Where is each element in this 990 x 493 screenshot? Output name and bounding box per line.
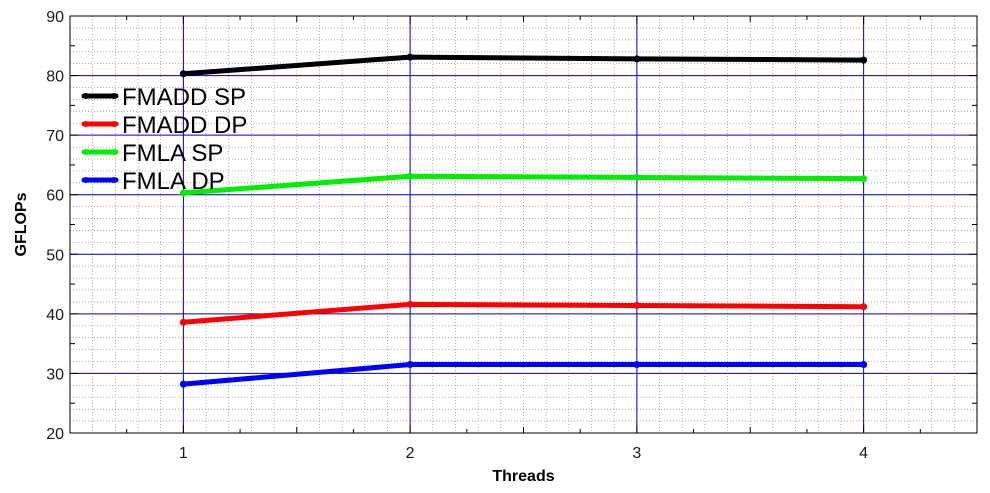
legend-marker — [83, 93, 89, 99]
data-point — [179, 189, 187, 197]
y-tick-label: 40 — [46, 307, 64, 324]
data-point — [633, 173, 641, 181]
data-point — [860, 360, 868, 368]
x-tick-label: 4 — [859, 445, 868, 462]
x-tick-label: 3 — [632, 445, 641, 462]
legend-marker — [83, 177, 89, 183]
series-line — [180, 54, 867, 77]
data-point — [179, 70, 187, 78]
legend-label: FMADD DP — [122, 112, 247, 139]
data-point — [179, 318, 187, 326]
y-tick-label: 90 — [46, 9, 64, 26]
tick-marks — [69, 15, 978, 434]
y-tick-label: 80 — [46, 69, 64, 86]
y-tick-label: 20 — [46, 426, 64, 443]
data-point — [633, 55, 641, 63]
data-point — [406, 172, 414, 180]
data-point — [633, 360, 641, 368]
y-tick-label: 60 — [46, 188, 64, 205]
data-point — [406, 53, 414, 61]
legend-marker — [111, 121, 117, 127]
y-axis-title: GFLOPs — [13, 192, 30, 256]
series-line — [180, 301, 867, 325]
data-point — [406, 360, 414, 368]
y-tick-label: 70 — [46, 128, 64, 145]
y-tick-label: 50 — [46, 247, 64, 264]
y-tick-label: 30 — [46, 366, 64, 383]
series-line — [180, 361, 867, 387]
legend-marker — [111, 93, 117, 99]
data-point — [860, 303, 868, 311]
legend-label: FMLA DP — [122, 168, 225, 195]
data-point — [633, 302, 641, 310]
grid — [69, 15, 978, 434]
legend-marker — [111, 149, 117, 155]
legend-label: FMADD SP — [122, 84, 246, 111]
data-point — [406, 300, 414, 308]
series-lines — [179, 53, 868, 388]
tick-labels: 20 30 40 50 60 70 80 90 1 2 3 4 — [46, 9, 868, 462]
x-axis-title: Threads — [492, 468, 554, 485]
legend-label: FMLA SP — [122, 140, 223, 167]
x-tick-label: 1 — [179, 445, 188, 462]
data-point — [860, 56, 868, 64]
legend-marker — [83, 121, 89, 127]
x-tick-label: 2 — [406, 445, 415, 462]
series-line — [180, 173, 867, 196]
legend-marker — [111, 177, 117, 183]
data-point — [860, 175, 868, 183]
data-point — [179, 380, 187, 388]
legend-marker — [83, 149, 89, 155]
